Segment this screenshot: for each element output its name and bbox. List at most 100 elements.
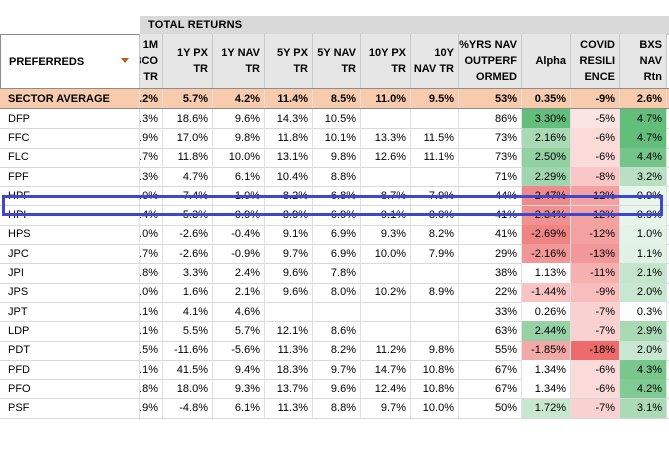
cell-y1nav: 9.3% [213,379,265,399]
fund-ticker: FLC [0,147,140,167]
column-header-line: ENCE [584,71,615,83]
sector-average-y1nav: 4.2% [213,89,265,108]
cell-y5nav: 10.1% [313,128,361,148]
table-row[interactable]: DFP .3% 18.6% 9.6% 14.3% 10.5% 86% 3.30% -5% 4.7% [0,109,669,130]
cell-bxs: 0.9% [620,205,667,225]
cell-y10nav: 7.9% [411,186,459,206]
sector-average-m1: .2% [140,89,163,108]
column-header-line: 1Y PX [177,47,208,59]
cell-y1nav: 4.6% [213,302,265,322]
column-header-y10nav[interactable]: 10Y NAV TR [411,34,459,88]
cell-m1: .3% [140,109,163,129]
cell-m1: .5% [140,340,163,360]
cell-covid: -13% [571,244,620,264]
table-row[interactable]: JPI .8% 3.3% 2.4% 9.6% 7.8% 38% 1.13% -11% 2.1% [0,263,669,284]
table-row[interactable]: PDT .5% -11.6% -5.6% 11.3% 8.2% 11.2% 9.8% 55% -1… [0,340,669,361]
cell-pct: 86% [459,109,522,129]
column-header-y5px[interactable]: 5Y PX TR [265,34,313,88]
column-header-covid[interactable]: COVID RESILI ENCE [571,34,620,88]
cell-m1: .0% [140,224,163,245]
table-row[interactable]: PFO .8% 18.0% 9.3% 13.7% 9.6% 12.4% 10.8% 67% 1.3… [0,379,669,400]
column-header-m1[interactable]: 1M 3CO TR [140,34,163,88]
cell-covid: -7% [571,398,620,418]
cell-y10nav: 7.9% [411,244,459,264]
cell-alpha: 2.44% [522,321,571,341]
table-row[interactable]: FLC .7% 11.8% 10.0% 13.1% 9.8% 12.6% 11.1% 73% 2.… [0,147,669,168]
sector-average-covid: -9% [571,89,620,108]
table-row[interactable]: JPS .0% 1.6% 2.1% 9.6% 8.0% 10.2% 8.9% 22% -1.44%… [0,282,669,303]
table-row[interactable]: FFC .9% 17.0% 9.8% 11.8% 10.1% 13.3% 11.5% 73% 2.… [0,128,669,149]
column-header-line: Alpha [535,55,566,67]
top-strip [0,0,669,16]
table-row[interactable]: LDP .1% 5.5% 5.7% 12.1% 8.6% 63% 2.44% -7% 2.9% [0,321,669,342]
cell-covid: -7% [571,302,620,322]
column-header-y1nav[interactable]: 1Y NAV TR [213,34,265,88]
cell-y5nav [313,302,361,322]
cell-y5px: 9.6% [265,263,313,283]
table-row[interactable]: JPC .7% -2.6% -0.9% 9.7% 6.9% 10.0% 7.9% 29% -2.1… [0,244,669,265]
cell-y1nav: -0.9% [213,244,265,264]
cell-alpha: -2.34% [522,205,571,225]
cell-alpha: 1.72% [522,398,571,418]
fund-ticker: JPT [0,302,140,322]
table-row[interactable]: PFD .1% 41.5% 9.4% 18.3% 9.7% 14.7% 10.8% 67% 1.3… [0,359,669,381]
cell-bxs: 3.1% [620,398,667,418]
cell-alpha: 2.29% [522,166,571,187]
cell-y5px: 14.3% [265,109,313,129]
cell-pct: 55% [459,340,522,360]
table-row[interactable]: HPS .0% -2.6% -0.4% 9.1% 6.9% 9.3% 8.2% 41% -2.69… [0,224,669,246]
column-header-line: BXS [639,39,662,51]
column-header-y10px[interactable]: 10Y PX TR [361,34,411,88]
fund-ticker: HPF [0,186,140,206]
sector-average-label: SECTOR AVERAGE [0,89,140,108]
cell-y10nav: 9.8% [411,340,459,360]
cell-y5px: 13.1% [265,147,313,167]
column-header-y5nav[interactable]: 5Y NAV TR [313,34,361,88]
cell-y1px: 17.0% [163,128,213,148]
filter-dropdown-icon[interactable] [121,58,129,63]
cell-y5px [265,302,313,322]
column-header-line: TR [193,63,208,75]
cell-y1px: 5.5% [163,321,213,341]
table-row[interactable]: HPF .0% -7.4% -1.0% 8.2% 6.8% 8.7% 7.9% 44% -2.47… [0,186,669,207]
column-header-line: 5Y PX [277,47,308,59]
cell-y1px: 1.6% [163,282,213,302]
sector-average-bxs: 2.6% [620,89,667,108]
cell-covid: -6% [571,359,620,380]
cell-bxs: 2.9% [620,321,667,341]
cell-m1: .1% [140,359,163,380]
cell-y10nav: 8.9% [411,282,459,302]
table-row[interactable]: JPT .1% 4.1% 4.6% 33% 0.26% -7% 0.3% [0,302,669,323]
column-header-line: OUTPERF [464,55,517,67]
table-row[interactable]: FPF .3% 4.7% 6.1% 10.4% 8.8% 71% 2.29% -8% 3.2% [0,166,669,188]
cell-y10px: 13.3% [361,128,411,148]
cell-y5nav: 8.8% [313,166,361,187]
column-header-line: COVID [580,39,615,51]
fund-ticker: PFO [0,379,140,399]
cell-pct: 67% [459,359,522,380]
sector-average-row[interactable]: SECTOR AVERAGE .2% 5.7% 4.2% 11.4% 8.5% 11.0% 9… [0,89,669,109]
cell-y1px: -2.6% [163,244,213,264]
table-row[interactable]: HPI .4% -5.3% -0.9% 8.9% 6.9% 9.1% 8.0% 41% -2.34… [0,205,669,226]
column-header-name[interactable]: PREFERREDS [0,34,140,88]
cell-y10px: 12.4% [361,379,411,399]
cell-y5nav: 6.9% [313,244,361,264]
column-header-pct[interactable]: %YRS NAV OUTPERF ORMED [459,34,522,88]
cell-m1: .7% [140,147,163,167]
cell-y10px: 8.7% [361,186,411,206]
cell-y10px: 11.2% [361,340,411,360]
column-header-line: 3CO [140,55,158,67]
column-header-alpha[interactable]: Alpha [522,34,571,88]
column-header-line: ORMED [476,71,517,83]
column-header-line: PREFERREDS [9,55,85,68]
cell-y1nav: -5.6% [213,340,265,360]
cell-alpha: 3.30% [522,109,571,129]
sector-average-pct: 53% [459,89,522,108]
column-header-y1px[interactable]: 1Y PX TR [163,34,213,88]
cell-pct: 50% [459,398,522,418]
cell-y5nav: 9.7% [313,359,361,380]
table-row[interactable]: PSF .9% -4.8% 6.1% 11.3% 8.8% 9.7% 10.0% 50% 1.72… [0,398,669,419]
column-header-bxs[interactable]: BXS NAV Rtn [620,34,667,88]
cell-y1nav: 9.6% [213,109,265,129]
